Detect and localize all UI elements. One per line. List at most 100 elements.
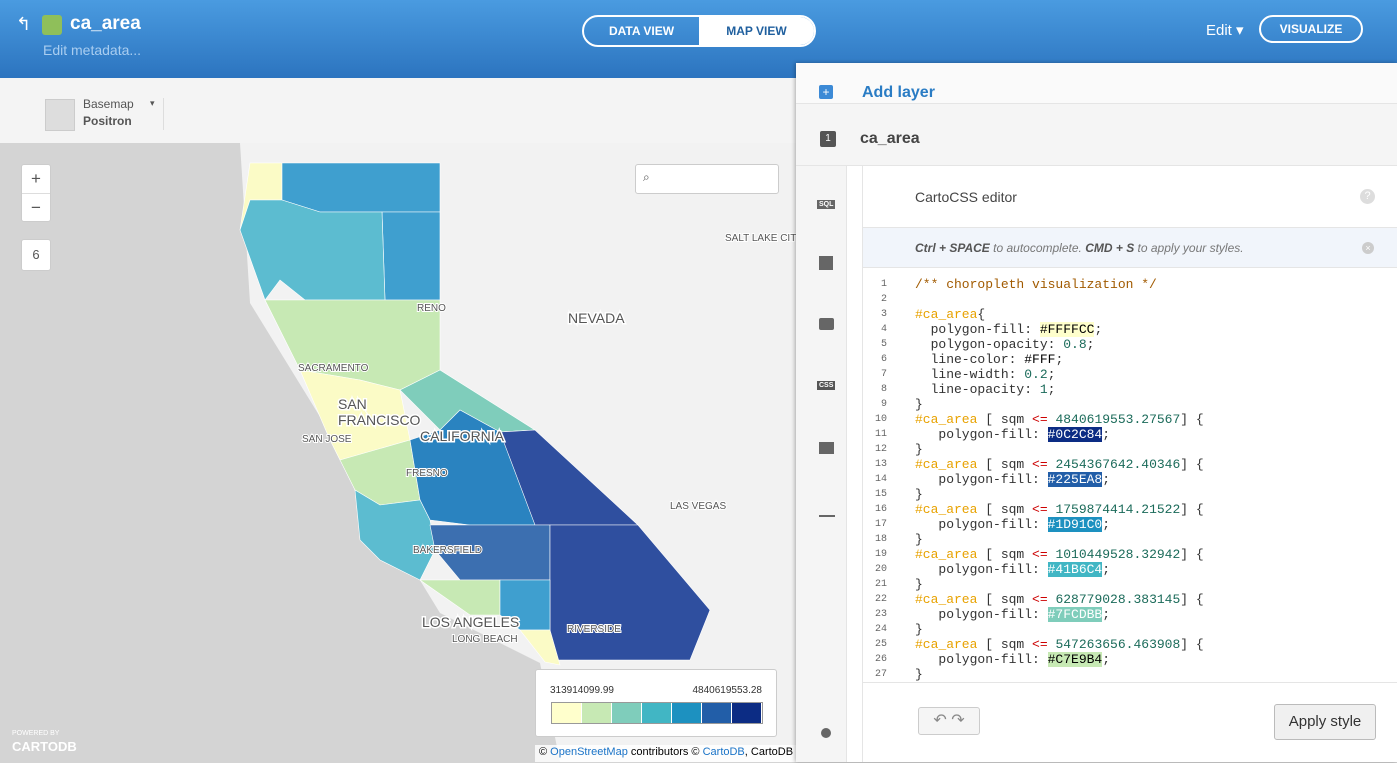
editor-footer: ↶ ↷ Apply style bbox=[863, 682, 1397, 763]
search-icon: ⌕ bbox=[643, 170, 650, 184]
caret[interactable]: ▾ bbox=[150, 98, 155, 108]
layer-row: 1 ca_area bbox=[796, 104, 1397, 166]
code-text: polygon-opacity: 0.8; bbox=[915, 337, 1095, 352]
line-number: 23 bbox=[874, 609, 887, 620]
undo-redo[interactable]: ↶ ↷ bbox=[918, 707, 980, 735]
code-text: /** choropleth visualization */ bbox=[915, 277, 1157, 292]
code-line: 21} bbox=[863, 577, 1397, 592]
code-text: polygon-fill: #225EA8; bbox=[915, 472, 1111, 487]
legend-bar bbox=[551, 702, 763, 724]
legend-min: 313914099.99 bbox=[550, 685, 614, 696]
layer-number: 1 bbox=[820, 131, 836, 147]
line-number: 25 bbox=[874, 639, 887, 650]
attribution: © OpenStreetMap contributors © CartoDB, … bbox=[535, 745, 796, 762]
editor: CartoCSS editor ? Ctrl + SPACE to autoco… bbox=[862, 166, 1397, 762]
code-line: 15} bbox=[863, 487, 1397, 502]
code-line: 9} bbox=[863, 397, 1397, 412]
edit-metadata[interactable]: Edit metadata... bbox=[43, 42, 142, 58]
zoom-out[interactable]: − bbox=[31, 198, 41, 217]
code-text: #ca_area [ sqm <= 547263656.463908] { bbox=[915, 637, 1204, 652]
map: RENO NEVADA SALT LAKE CIT SACRAMENTO SANFRAN… bbox=[0, 143, 796, 762]
basemap-label[interactable]: Basemap bbox=[83, 97, 134, 111]
code-text: polygon-fill: #41B6C4; bbox=[915, 562, 1111, 577]
zoom-in[interactable]: + bbox=[22, 165, 50, 194]
layer-name[interactable]: ca_area bbox=[860, 130, 920, 147]
code-line: 23 polygon-fill: #7FCDBB; bbox=[863, 607, 1397, 622]
edit-menu[interactable]: Edit ▾ bbox=[1206, 22, 1244, 39]
counties bbox=[239, 162, 711, 666]
line-number: 12 bbox=[874, 444, 887, 455]
code-line: 26 polygon-fill: #C7E9B4; bbox=[863, 652, 1397, 667]
apply-style[interactable]: Apply style bbox=[1274, 704, 1376, 740]
line-number: 21 bbox=[874, 579, 887, 590]
help[interactable]: ? bbox=[1360, 189, 1375, 204]
add-layer-row[interactable]: + Add layer bbox=[796, 63, 1397, 104]
basemap-value[interactable]: Positron bbox=[83, 114, 132, 128]
code-text: line-width: 0.2; bbox=[915, 367, 1056, 382]
code-line: 5 polygon-opacity: 0.8; bbox=[863, 337, 1397, 352]
lock-icon[interactable] bbox=[42, 15, 62, 35]
text: contributors © bbox=[630, 746, 700, 758]
line-number: 24 bbox=[874, 624, 887, 635]
legend-tab[interactable] bbox=[819, 442, 834, 454]
wizard-tab[interactable] bbox=[819, 256, 833, 270]
map-label: RENO bbox=[417, 303, 446, 314]
code-line: 16 #ca_area [ sqm <= 1759874414.21522] { bbox=[863, 502, 1397, 517]
visualize-button[interactable]: VISUALIZE bbox=[1259, 15, 1363, 43]
line-number: 16 bbox=[874, 504, 887, 515]
tab[interactable]: DATA VIEW bbox=[608, 24, 675, 38]
line-number: 19 bbox=[874, 549, 887, 560]
css-tab[interactable]: CSS bbox=[817, 381, 836, 390]
line-number: 15 bbox=[874, 489, 887, 500]
back-icon[interactable]: ↰ bbox=[16, 14, 32, 34]
header: ↰ ca_area Edit metadata... DATA VIEW MAP… bbox=[0, 0, 1397, 78]
title[interactable]: ca_area bbox=[70, 13, 141, 34]
line-number: 10 bbox=[874, 414, 887, 425]
infowindow-tab[interactable] bbox=[819, 318, 834, 330]
tab-active[interactable]: MAP VIEW bbox=[699, 17, 814, 45]
legend-swatch bbox=[702, 703, 732, 723]
map-label: SALT LAKE CIT bbox=[725, 233, 796, 244]
brand: CARTODB bbox=[12, 739, 77, 754]
code-text: polygon-fill: #1D91C0; bbox=[915, 517, 1111, 532]
search-box[interactable]: ⌕ bbox=[635, 164, 779, 194]
filters-tab[interactable] bbox=[819, 503, 835, 517]
line-number: 3 bbox=[880, 309, 887, 320]
code-text: polygon-fill: #7FCDBB; bbox=[915, 607, 1111, 622]
code-text: #ca_area [ sqm <= 1010449528.32942] { bbox=[915, 547, 1204, 562]
code-line: 19 #ca_area [ sqm <= 1010449528.32942] { bbox=[863, 547, 1397, 562]
code-text: } bbox=[915, 667, 923, 682]
lightbulb[interactable] bbox=[821, 728, 831, 738]
code-text: polygon-fill: #0C2C84; bbox=[915, 427, 1111, 442]
code-line: 2 bbox=[863, 292, 1397, 307]
legend-swatch bbox=[612, 703, 642, 723]
code-line: 13 #ca_area [ sqm <= 2454367642.40346] { bbox=[863, 457, 1397, 472]
map-label: FRANCISCO bbox=[338, 412, 421, 428]
hint-text: CMD + S bbox=[1085, 241, 1135, 255]
edit[interactable]: Edit bbox=[1206, 22, 1232, 39]
code-line: 25 #ca_area [ sqm <= 547263656.463908] { bbox=[863, 637, 1397, 652]
basemap-thumb[interactable] bbox=[45, 99, 75, 131]
line-number: 22 bbox=[874, 594, 887, 605]
tool-column: SQL CSS bbox=[796, 166, 847, 762]
map-label: RIVERSIDE bbox=[567, 624, 621, 635]
editor-title: CartoCSS editor bbox=[915, 189, 1017, 205]
map-label: LAS VEGAS bbox=[670, 501, 726, 512]
close-hint[interactable]: × bbox=[1362, 242, 1374, 254]
map-label: SAN JOSE bbox=[302, 434, 352, 445]
code-text: #ca_area{ bbox=[915, 307, 986, 322]
legend-max: 4840619553.28 bbox=[692, 685, 762, 696]
link[interactable]: OpenStreetMap bbox=[550, 746, 628, 758]
code-line: 3 #ca_area{ bbox=[863, 307, 1397, 322]
link[interactable]: CartoDB bbox=[702, 746, 745, 758]
code-area[interactable]: 1/** choropleth visualization */2 3 #ca_ar… bbox=[863, 277, 1397, 682]
county bbox=[281, 162, 441, 213]
code-text: #ca_area [ sqm <= 4840619553.27567] { bbox=[915, 412, 1204, 427]
add-layer[interactable]: Add layer bbox=[862, 84, 935, 101]
hint-text: to autocomplete. bbox=[989, 241, 1086, 255]
code-text: line-opacity: 1; bbox=[915, 382, 1056, 397]
line-number: 18 bbox=[874, 534, 887, 545]
sql-tab[interactable]: SQL bbox=[817, 200, 836, 209]
hint-text: Ctrl + SPACE bbox=[915, 241, 990, 255]
